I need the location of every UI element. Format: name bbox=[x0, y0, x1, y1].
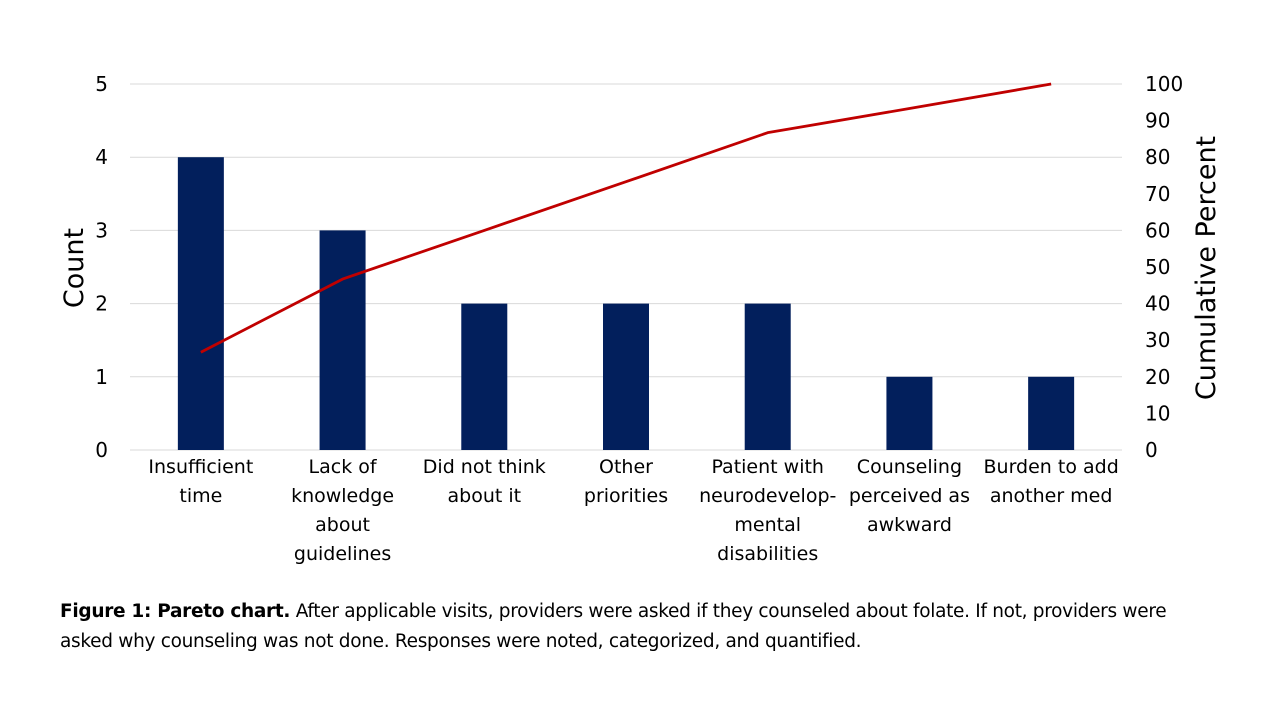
category-label-line: another med bbox=[990, 485, 1113, 507]
pareto-chart: 0 1 2 3 4 5 0 10 20 30 40 50 60 70 80 90 100 Insufficie… bbox=[59, 72, 1222, 565]
category-label-line: mental bbox=[734, 514, 801, 536]
cumulative-line-path bbox=[200, 82, 1052, 354]
y2-tick-label: 80 bbox=[1145, 145, 1170, 169]
figure-caption: Figure 1: Pareto chart. After applicable… bbox=[60, 597, 1220, 657]
category-label: Did not think about it bbox=[423, 456, 546, 507]
category-label-line: neurodevelop- bbox=[699, 485, 836, 507]
y2-tick-label: 30 bbox=[1145, 328, 1170, 352]
y2-tick-label: 0 bbox=[1145, 438, 1158, 462]
y2-tick-label: 50 bbox=[1145, 255, 1170, 279]
y-tick-label: 2 bbox=[95, 292, 108, 316]
y-tick-label: 3 bbox=[95, 218, 108, 242]
category-label-line: Patient with bbox=[711, 456, 824, 478]
category-label-line: guidelines bbox=[294, 543, 391, 565]
category-label-line: about it bbox=[447, 485, 521, 507]
y-tick-label: 5 bbox=[95, 72, 108, 96]
category-label: Other priorities bbox=[584, 456, 668, 507]
y2-tick-label: 20 bbox=[1145, 365, 1170, 389]
category-label-line: Counseling bbox=[857, 456, 962, 478]
category-label-line: disabilities bbox=[717, 543, 818, 565]
category-label: Burden to add another med bbox=[984, 456, 1119, 507]
y-tick-label: 1 bbox=[95, 365, 108, 389]
bar bbox=[744, 303, 791, 450]
category-label: Counseling perceived as awkward bbox=[849, 456, 970, 536]
caption-title: Figure 1: Pareto chart. bbox=[60, 601, 291, 622]
category-label-line: about bbox=[315, 514, 370, 536]
category-label-line: knowledge bbox=[291, 485, 394, 507]
bar bbox=[1028, 376, 1075, 450]
category-label-line: Did not think bbox=[423, 456, 546, 478]
bar bbox=[461, 303, 508, 450]
category-label-line: perceived as bbox=[849, 485, 970, 507]
left-axis-ticks: 0 1 2 3 4 5 bbox=[95, 72, 108, 462]
category-label-line: time bbox=[179, 485, 222, 507]
bar bbox=[177, 157, 224, 450]
bars bbox=[177, 157, 1075, 450]
category-label-line: Lack of bbox=[309, 456, 378, 478]
category-label: Lack of knowledge about guidelines bbox=[291, 456, 394, 565]
category-labels: Insufficient time Lack of knowledge about gui… bbox=[148, 456, 1118, 565]
y-tick-label: 4 bbox=[95, 145, 108, 169]
bar bbox=[886, 376, 933, 450]
category-label-line: Insufficient bbox=[148, 456, 253, 478]
caption-text: After applicable visits, providers were … bbox=[60, 601, 1167, 652]
y2-tick-label: 90 bbox=[1145, 109, 1170, 133]
y-tick-label: 0 bbox=[95, 438, 108, 462]
cumulative-line bbox=[200, 82, 1052, 354]
y2-tick-label: 40 bbox=[1145, 292, 1170, 316]
y2-axis-title: Cumulative Percent bbox=[1191, 136, 1222, 400]
category-label-line: awkward bbox=[867, 514, 952, 536]
y2-tick-label: 100 bbox=[1145, 72, 1183, 96]
y2-tick-label: 60 bbox=[1145, 218, 1170, 242]
y2-tick-label: 10 bbox=[1145, 401, 1170, 425]
category-label: Insufficient time bbox=[148, 456, 253, 507]
y2-tick-label: 70 bbox=[1145, 182, 1170, 206]
bar bbox=[319, 230, 366, 450]
bar bbox=[603, 303, 649, 450]
right-axis-ticks: 0 10 20 30 40 50 60 70 80 90 100 bbox=[1145, 72, 1183, 462]
category-label-line: Burden to add bbox=[984, 456, 1119, 478]
y-axis-title: Count bbox=[59, 228, 90, 308]
category-label: Patient with neurodevelop-mental disabilit… bbox=[699, 456, 836, 565]
category-label-line: Other bbox=[599, 456, 653, 478]
category-label-line: priorities bbox=[584, 485, 668, 507]
